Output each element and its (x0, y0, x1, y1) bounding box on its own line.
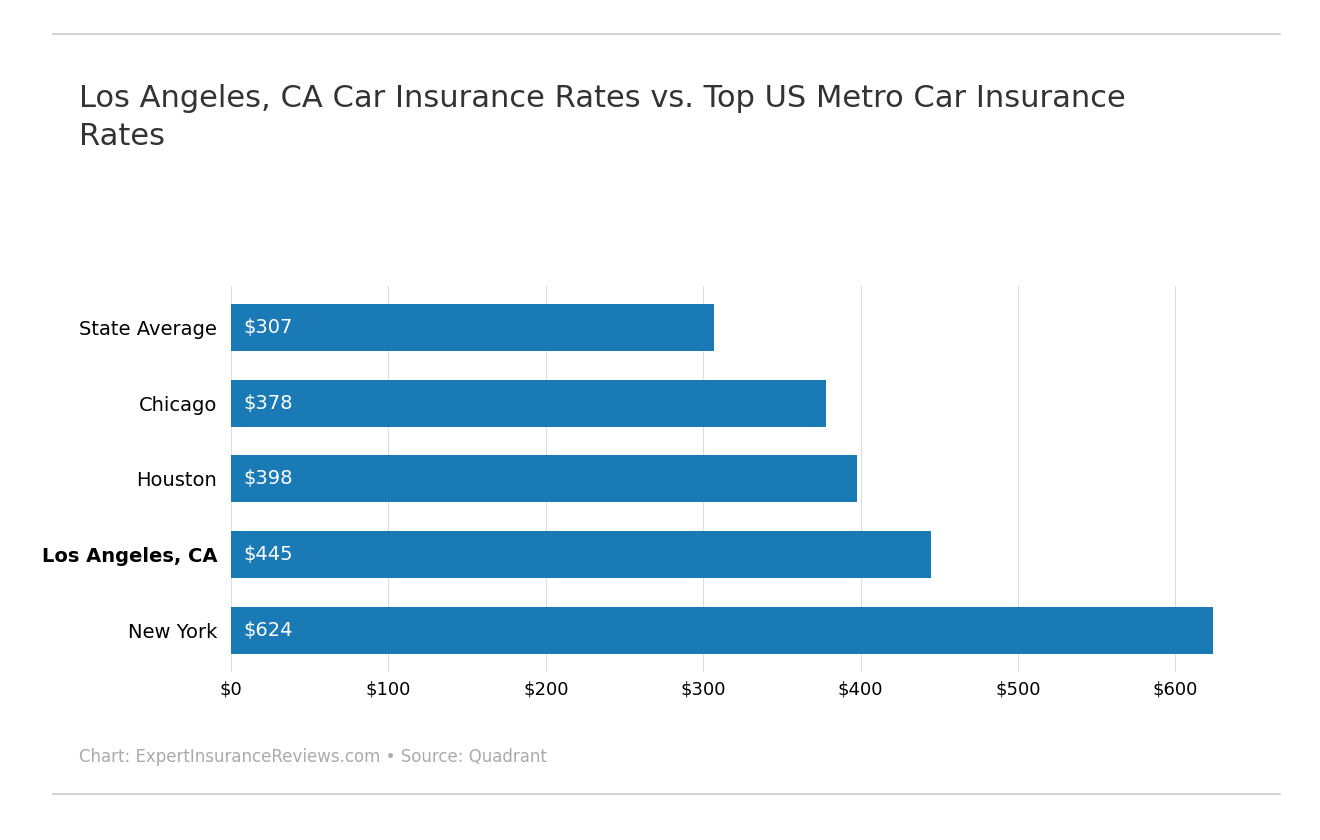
Bar (231, 380, 826, 427)
Text: $378: $378 (244, 393, 293, 412)
Text: $445: $445 (244, 545, 293, 564)
Text: $398: $398 (244, 470, 293, 488)
Text: Chart: ExpertInsuranceReviews.com • Source: Quadrant: Chart: ExpertInsuranceReviews.com • Sour… (79, 748, 546, 765)
Bar (231, 606, 1213, 654)
Text: Los Angeles, CA Car Insurance Rates vs. Top US Metro Car Insurance
Rates: Los Angeles, CA Car Insurance Rates vs. … (79, 84, 1126, 151)
Text: $624: $624 (244, 621, 293, 640)
Bar (231, 304, 714, 351)
Text: $307: $307 (244, 318, 293, 337)
Bar (231, 455, 858, 502)
Bar (231, 531, 932, 578)
